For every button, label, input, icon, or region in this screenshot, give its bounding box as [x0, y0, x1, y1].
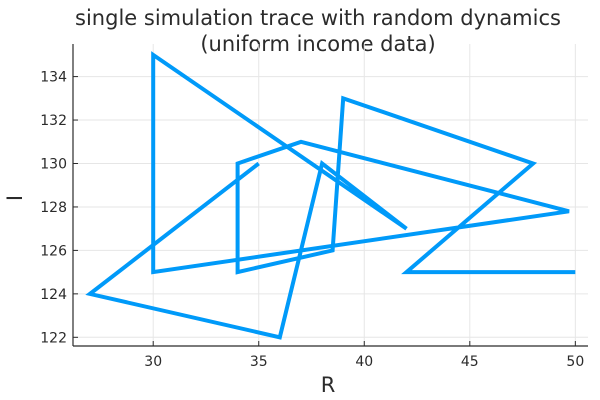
series: [85, 51, 576, 340]
x-axis-label: R: [321, 373, 336, 397]
y-tick-label: 126: [40, 243, 67, 259]
x-tick-label: 40: [355, 354, 373, 370]
x-axis-ticks: 30 35 40 45 50: [144, 341, 584, 370]
y-tick-label: 132: [40, 113, 67, 129]
x-tick-label: 30: [144, 354, 162, 370]
x-tick-label: 45: [461, 354, 479, 370]
y-axis-ticks: 122 124 126 128 130 132 134: [40, 70, 78, 346]
y-tick-label: 130: [40, 156, 67, 172]
y-axis-label: I: [3, 195, 27, 201]
y-tick-label: 124: [40, 287, 67, 303]
series-line: [85, 51, 576, 340]
grid: [73, 44, 588, 346]
y-tick-label: 128: [40, 200, 67, 216]
chart-title-line: single simulation trace with random dyna…: [75, 6, 561, 30]
x-tick-label: 35: [250, 354, 268, 370]
x-tick-label: 50: [566, 354, 584, 370]
chart-title: single simulation trace with random dyna…: [75, 6, 561, 56]
axes-spines: [72, 44, 588, 347]
y-tick-label: 134: [40, 70, 67, 86]
chart-title-line: (uniform income data): [200, 32, 435, 56]
y-tick-label: 122: [40, 330, 67, 346]
